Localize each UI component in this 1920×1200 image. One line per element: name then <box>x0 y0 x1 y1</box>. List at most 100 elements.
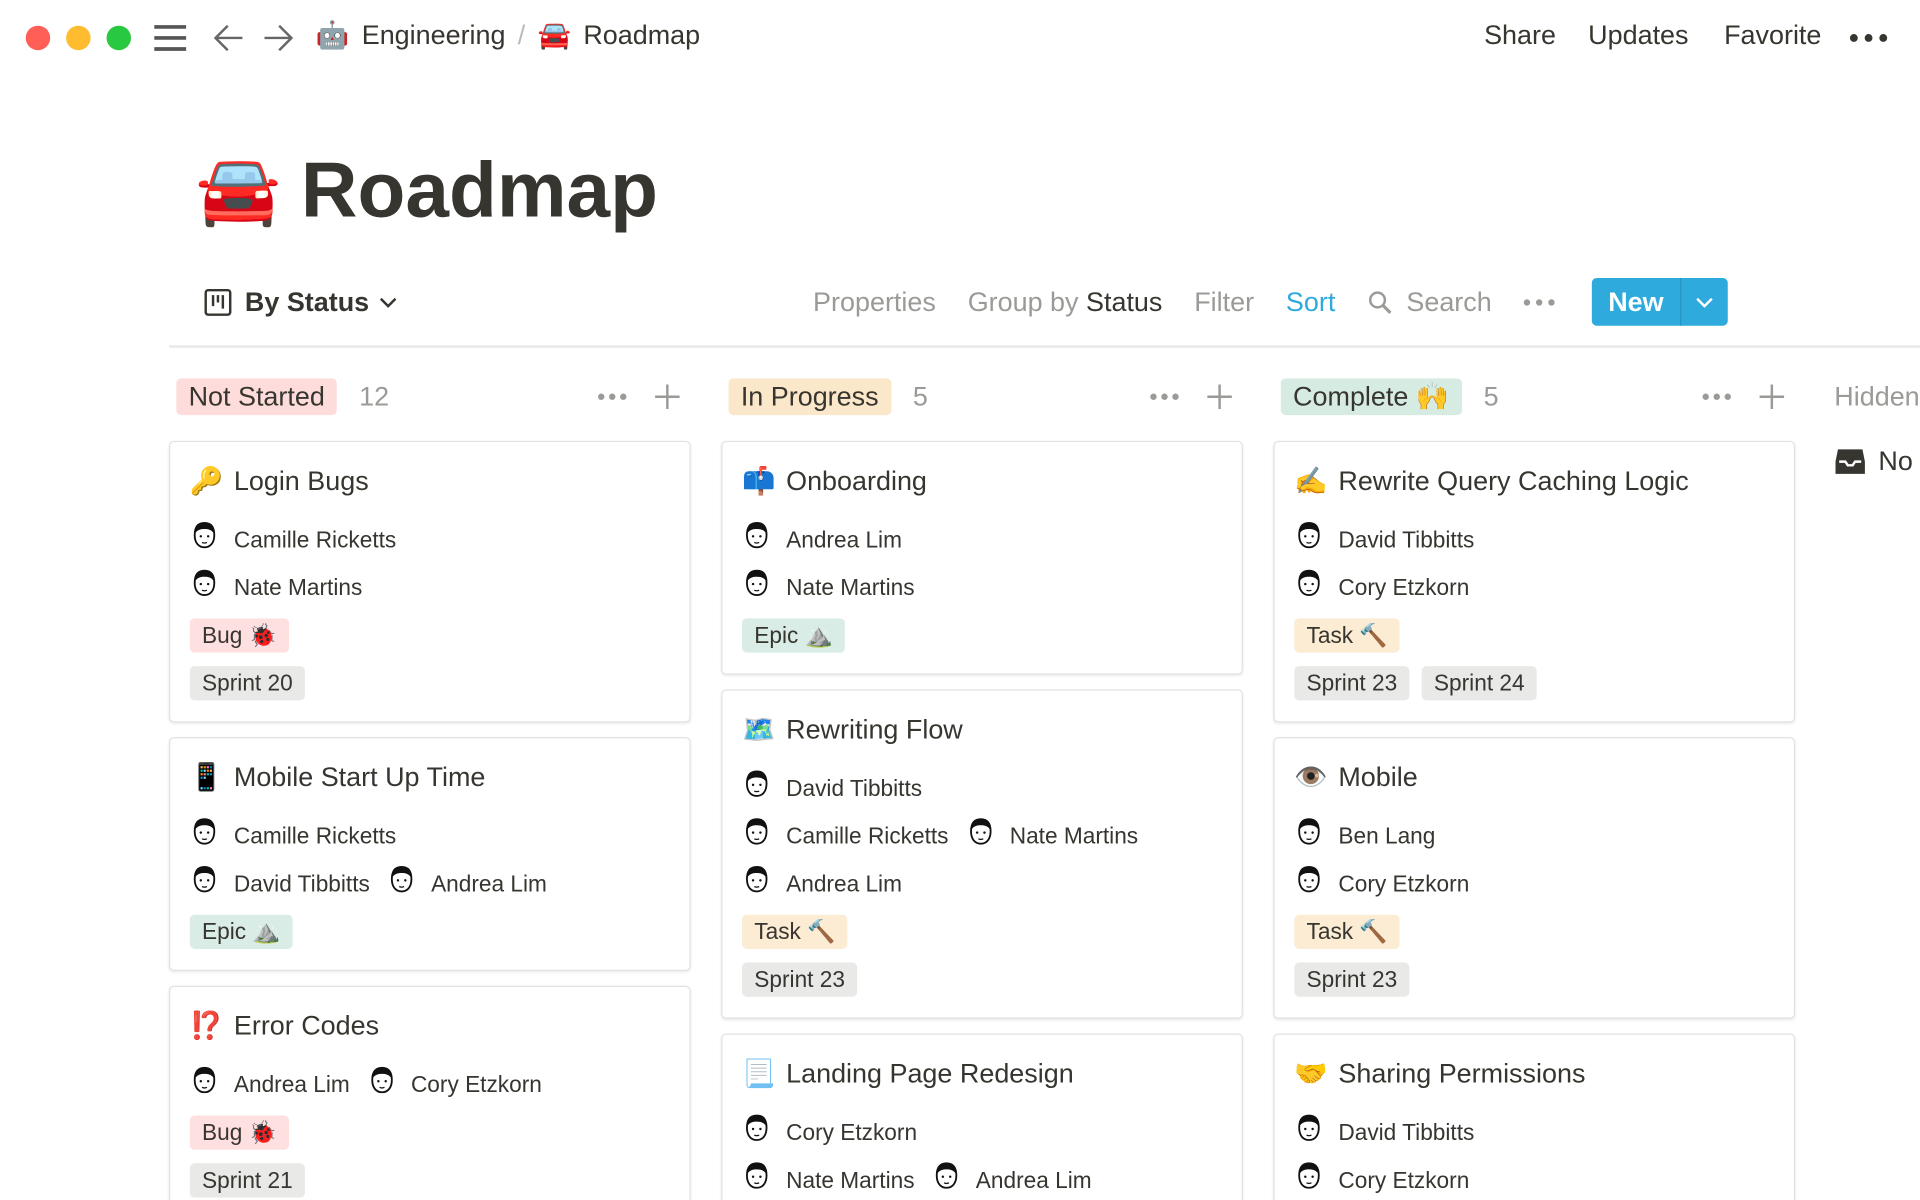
status-badge[interactable]: In Progress <box>728 378 891 416</box>
hidden-group-no-status[interactable]: No <box>1834 446 1919 478</box>
assignees-row: Cory Etzkorn <box>1294 1156 1774 1200</box>
search-label: Search <box>1406 286 1492 318</box>
card-icon: ⁉️ <box>189 1010 224 1041</box>
person: Cory Etzkorn <box>367 1065 542 1103</box>
plus-icon[interactable] <box>1206 383 1233 410</box>
tag: Task 🔨 <box>1294 914 1400 949</box>
card-title: Onboarding <box>786 465 927 496</box>
board-card[interactable]: 📫 Onboarding Andrea Lim Nate Martins Epic ⛰️ <box>721 440 1243 675</box>
board-card[interactable]: 🗺️ Rewriting Flow David Tibbitts Camille Ri… <box>721 689 1243 1019</box>
board-card[interactable]: 🤝 Sharing Permissions David Tibbitts Cory E… <box>1273 1033 1796 1200</box>
avatar <box>190 568 234 606</box>
person-name: Nate Martins <box>233 573 363 600</box>
more-icon[interactable] <box>598 392 627 402</box>
avatar <box>367 1065 411 1103</box>
share-button[interactable]: Share <box>1484 19 1556 51</box>
tags-row: Bug 🐞 <box>189 1108 670 1156</box>
card-icon: 🗺️ <box>742 713 776 745</box>
assignees-row: Nate Martins <box>190 563 670 611</box>
menu-icon[interactable] <box>153 24 187 51</box>
assignees-row: David Tibbitts <box>1294 516 1774 564</box>
person-name: Nate Martins <box>786 573 915 600</box>
card-icon: 📱 <box>189 761 224 793</box>
assignees-row: David Tibbitts Andrea Lim <box>190 860 670 908</box>
back-arrow-icon[interactable] <box>213 22 245 54</box>
person-name: Camille Ricketts <box>786 822 949 848</box>
card-count: 12 <box>359 380 390 412</box>
tags-row: Sprint 20 <box>189 659 670 707</box>
card-count: 5 <box>1483 380 1499 412</box>
more-options-icon[interactable] <box>1849 32 1888 44</box>
avatar <box>1294 864 1338 902</box>
page-icon-car[interactable]: 🚘 <box>195 150 282 228</box>
board-icon <box>204 288 232 316</box>
card-title: Landing Page Redesign <box>786 1057 1074 1089</box>
board-card[interactable]: 🔑 Login Bugs Camille Ricketts Nate Martins B… <box>168 440 691 723</box>
hidden-column[interactable]: Hidden No <box>1834 375 1919 478</box>
avatar <box>742 769 786 807</box>
new-dropdown-button[interactable] <box>1681 278 1728 326</box>
more-icon[interactable] <box>1150 392 1179 402</box>
tag: Sprint 21 <box>189 1162 305 1197</box>
group-by-button[interactable]: Group by Status <box>968 287 1163 319</box>
minimize-window-button[interactable] <box>66 25 91 51</box>
breadcrumb: 🤖 Engineering / 🚘 Roadmap <box>316 20 700 52</box>
avatar <box>190 864 234 902</box>
person: Cory Etzkorn <box>1294 864 1469 902</box>
favorite-button[interactable]: Favorite <box>1724 19 1822 51</box>
updates-button[interactable]: Updates <box>1588 19 1689 51</box>
person-name: Cory Etzkorn <box>1338 573 1470 600</box>
properties-button[interactable]: Properties <box>813 286 936 318</box>
board-card[interactable]: 📃 Landing Page Redesign Cory Etzkorn Nate M… <box>721 1033 1243 1200</box>
avatar <box>190 1065 234 1103</box>
person: Nate Martins <box>966 817 1138 855</box>
person: Nate Martins <box>742 1161 915 1199</box>
page-title-text[interactable]: Roadmap <box>300 145 658 234</box>
search-icon <box>1368 291 1391 314</box>
breadcrumb-engineering[interactable]: Engineering <box>361 19 506 51</box>
plus-icon[interactable] <box>654 383 681 410</box>
view-selector[interactable]: By Status <box>203 279 398 326</box>
breadcrumb-roadmap[interactable]: Roadmap <box>583 19 701 51</box>
person-name: David Tibbitts <box>1338 1118 1475 1145</box>
tag: Epic ⛰️ <box>189 914 293 949</box>
close-window-button[interactable] <box>25 25 51 51</box>
search-button[interactable]: Search <box>1367 287 1492 319</box>
status-badge[interactable]: Not Started <box>176 378 338 416</box>
tag: Sprint 23 <box>742 961 858 997</box>
tags-row: Epic ⛰️ <box>742 611 1222 659</box>
new-button[interactable]: New <box>1592 277 1682 326</box>
assignees-row: Nate Martins Andrea Lim <box>742 1156 1222 1200</box>
more-icon[interactable] <box>1702 392 1731 402</box>
avatar <box>1294 817 1338 855</box>
board-card[interactable]: ✍️ Rewrite Query Caching Logic David Tibbi… <box>1273 440 1796 723</box>
toolbar-divider <box>168 345 1920 348</box>
group-by-label: Group by <box>967 286 1079 318</box>
board-card[interactable]: 👁️ Mobile Ben Lang Cory Etzkorn Task 🔨 Sprint… <box>1273 737 1796 1019</box>
person: Cory Etzkorn <box>1294 568 1469 606</box>
person-name: David Tibbitts <box>233 870 370 896</box>
breadcrumb-separator: / <box>517 19 526 51</box>
sort-button[interactable]: Sort <box>1285 286 1336 318</box>
status-badge[interactable]: Complete 🙌 <box>1280 378 1462 416</box>
card-title: Rewrite Query Caching Logic <box>1338 465 1689 496</box>
card-title: Sharing Permissions <box>1338 1057 1586 1089</box>
card-icon: 📫 <box>742 465 776 496</box>
person: David Tibbitts <box>1294 520 1474 558</box>
person-name: Cory Etzkorn <box>1338 870 1470 896</box>
hidden-group-label: No <box>1878 445 1913 477</box>
person: Andrea Lim <box>742 520 902 558</box>
filter-button[interactable]: Filter <box>1194 286 1255 318</box>
person-name: Camille Ricketts <box>233 822 397 848</box>
column-header: Not Started 12 <box>169 375 691 419</box>
more-view-options-icon[interactable] <box>1524 298 1556 308</box>
board-card[interactable]: 📱 Mobile Start Up Time Camille Ricketts Dav… <box>168 737 691 972</box>
plus-icon[interactable] <box>1758 383 1785 410</box>
zoom-window-button[interactable] <box>106 25 132 51</box>
board-card[interactable]: ⁉️ Error Codes Andrea Lim Cory Etzkorn Bug 🐞… <box>168 985 691 1200</box>
forward-arrow-icon[interactable] <box>262 22 294 54</box>
person-name: Cory Etzkorn <box>1338 1166 1470 1193</box>
person-name: David Tibbitts <box>786 774 923 801</box>
card-icon: 👁️ <box>1294 761 1328 793</box>
